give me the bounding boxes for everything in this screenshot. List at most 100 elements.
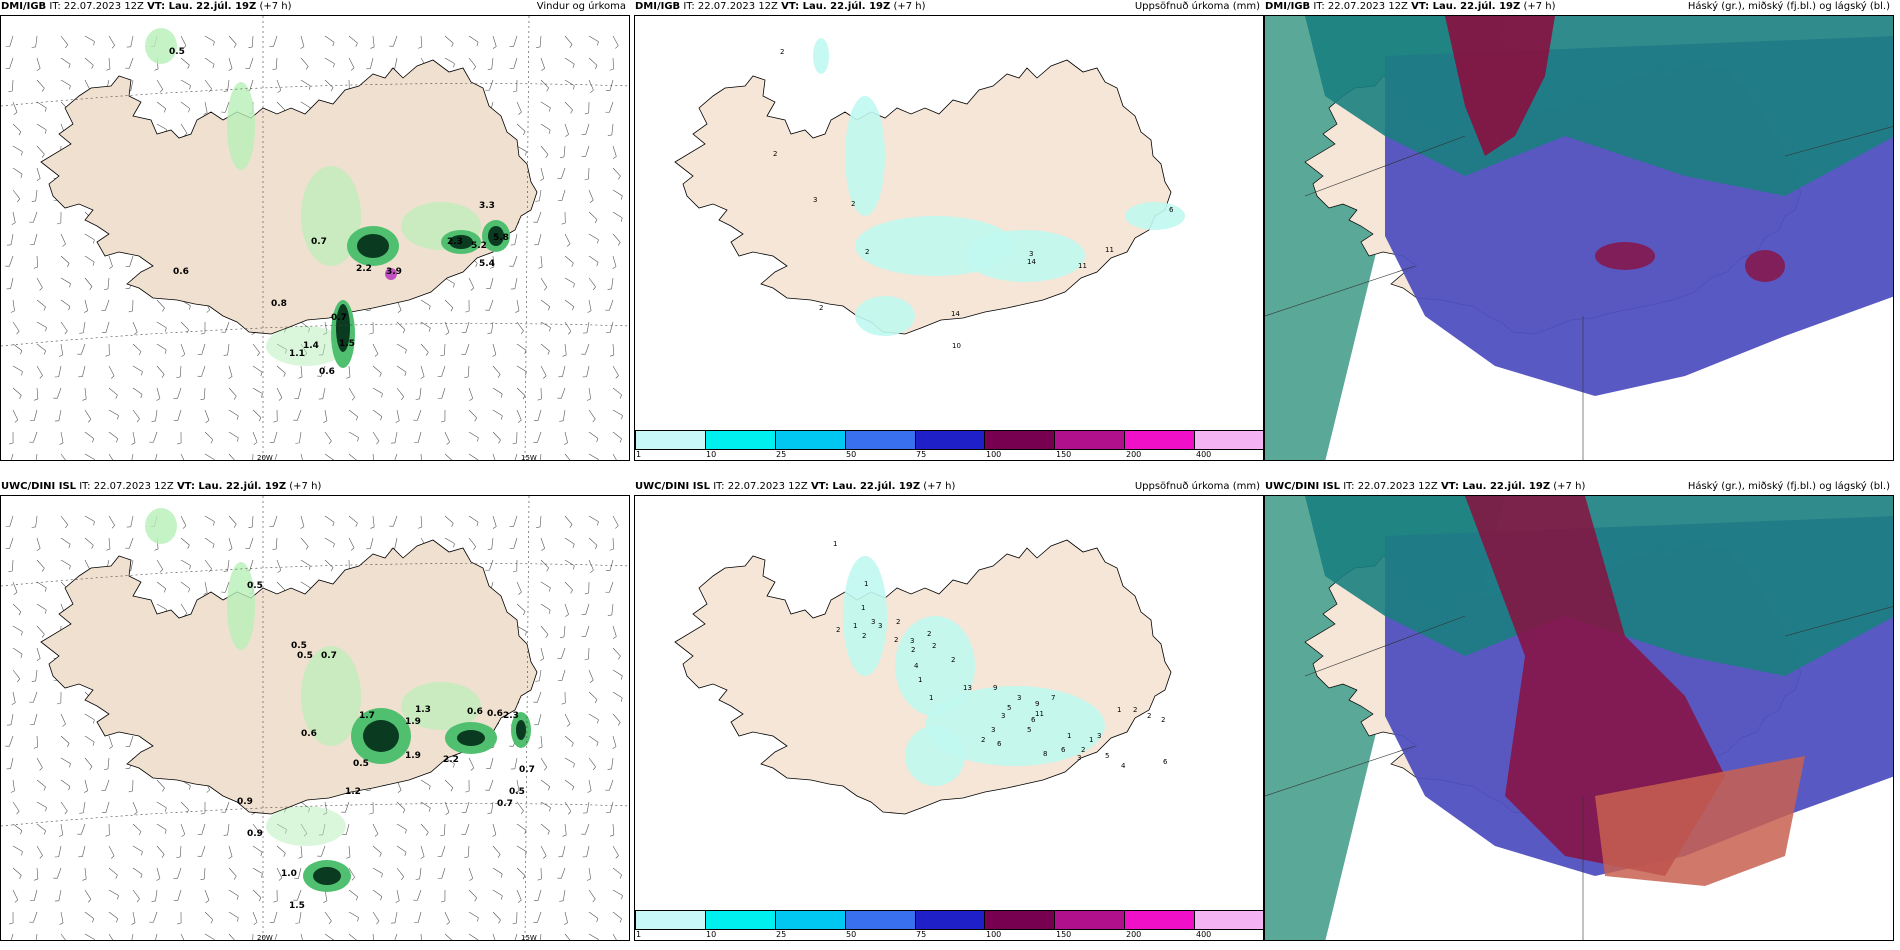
- map-panel-1: DMI/IGB IT: 22.07.2023 12Z VT: Lau. 22.j…: [0, 0, 630, 461]
- map-panel-2: DMI/IGB IT: 22.07.2023 12Z VT: Lau. 22.j…: [634, 0, 1264, 461]
- map-canvas: [1265, 496, 1893, 940]
- colorbar: [635, 910, 1263, 930]
- precip-value-label: 2.2: [443, 755, 459, 765]
- precip-area: [301, 646, 361, 746]
- accum-value-label: 7: [1051, 694, 1055, 702]
- accum-value-label: 2: [865, 248, 869, 256]
- model-name: UWC/DINI ISL: [1265, 481, 1341, 492]
- panel-field-title: Háský (gr.), miðský (fj.bl.) og lágský (…: [1687, 481, 1890, 492]
- colorbar-swatch: [1055, 911, 1126, 929]
- precip-accum-area: [845, 96, 885, 216]
- accum-value-label: 2: [981, 736, 985, 744]
- valid-time: VT: Lau. 22.júl. 19Z: [781, 1, 891, 12]
- accum-value-label: 3: [1077, 754, 1081, 762]
- map-frame: [1264, 15, 1894, 461]
- accum-value-label: 3: [910, 637, 914, 645]
- colorbar-swatch: [705, 911, 776, 929]
- precip-core: [336, 304, 350, 352]
- accum-value-label: 3: [1001, 712, 1005, 720]
- colorbar-label: 400: [1196, 930, 1212, 939]
- accum-value-label: 2: [1081, 746, 1085, 754]
- precip-value-label: 3.9: [386, 267, 402, 277]
- accum-value-label: 3: [878, 622, 882, 630]
- panel-header: UWC/DINI ISL IT: 22.07.2023 12Z VT: Lau.…: [1264, 480, 1894, 496]
- colorbar-label: 100: [986, 930, 1002, 939]
- precip-value-label: 1.9: [405, 717, 421, 727]
- valid-time: VT: Lau. 22.júl. 19Z: [1440, 481, 1551, 492]
- accum-value-label: 2: [1147, 712, 1151, 720]
- accum-value-label: 1: [1117, 706, 1121, 714]
- precip-core: [488, 226, 504, 246]
- colorbar-swatch: [985, 431, 1056, 449]
- panel-field-title: Uppsöfnuð úrkoma (mm): [1134, 481, 1260, 492]
- colorbar-label: 10: [706, 930, 717, 939]
- precip-value-label: 5.4: [479, 259, 495, 269]
- panel-field-title: Uppsöfnuð úrkoma (mm): [1134, 1, 1260, 12]
- colorbar-swatch: [845, 431, 916, 449]
- colorbar-label: 1: [636, 450, 642, 459]
- lead-time: (+7 h): [1553, 481, 1586, 492]
- land-iceland: [674, 59, 1172, 335]
- accum-value-label: 11: [1078, 262, 1087, 270]
- precip-accum-area: [843, 556, 887, 676]
- accum-value-label: 5: [1007, 704, 1011, 712]
- precip-core: [313, 867, 341, 885]
- colorbar: [635, 430, 1263, 450]
- panel-header: DMI/IGB IT: 22.07.2023 12Z VT: Lau. 22.j…: [0, 0, 630, 16]
- init-time: IT: 22.07.2023 12Z: [49, 1, 144, 12]
- colorbar-label: 75: [916, 450, 927, 459]
- accum-value-label: 1: [833, 540, 837, 548]
- precip-core: [363, 720, 399, 752]
- accum-value-label: 2: [951, 656, 955, 664]
- accum-value-label: 1: [1067, 732, 1071, 740]
- map-canvas: [1265, 16, 1893, 460]
- map-frame: 20W 15W 0.5 0.6 0.7 0.8 1.1 1.4 0.6 0.7 1.5 2.2 3.9 5…: [0, 15, 630, 461]
- model-name: UWC/DINI ISL: [635, 481, 711, 492]
- precip-area: [266, 326, 346, 366]
- colorbar-swatch: [915, 431, 986, 449]
- precip-value-label: 0.9: [237, 797, 253, 807]
- accum-value-label: 2: [819, 304, 823, 312]
- precip-value-label: 1.9: [405, 751, 421, 761]
- accum-value-label: 2: [836, 626, 840, 634]
- precip-area: [401, 682, 481, 730]
- precip-value-label: 2.2: [356, 264, 372, 274]
- map-panel-5: UWC/DINI ISL IT: 22.07.2023 12Z VT: Lau.…: [634, 480, 1264, 941]
- accum-value-label: 6: [1163, 758, 1168, 766]
- map-panel-3: DMI/IGB IT: 22.07.2023 12Z VT: Lau. 22.j…: [1264, 0, 1894, 461]
- accum-value-label: 3: [813, 196, 817, 204]
- colorbar-label: 25: [776, 450, 787, 459]
- precip-value-label: 0.7: [519, 765, 535, 775]
- panel-header: UWC/DINI ISL IT: 22.07.2023 12Z VT: Lau.…: [0, 480, 630, 496]
- accum-value-label: 2: [927, 630, 931, 638]
- accum-value-label: 3: [991, 726, 995, 734]
- colorbar-swatch: [1055, 431, 1126, 449]
- colorbar-swatch: [985, 911, 1056, 929]
- colorbar-swatch: [775, 431, 846, 449]
- accum-value-label: 3: [1029, 250, 1033, 258]
- lon-label-15w: 15W: [521, 934, 537, 941]
- accum-value-label: 3: [1017, 694, 1021, 702]
- colorbar-label: 75: [916, 930, 927, 939]
- lon-label-20w: 20W: [257, 934, 273, 941]
- colorbar-label: 50: [846, 450, 857, 459]
- cloud-low-area: [1745, 250, 1785, 282]
- accum-value-label: 1: [918, 676, 922, 684]
- panel-field-title: Vindur og úrkoma: [536, 1, 626, 12]
- panel-header: UWC/DINI ISL IT: 22.07.2023 12Z VT: Lau.…: [634, 480, 1264, 496]
- lead-time: (+7 h): [923, 481, 956, 492]
- precip-core: [449, 235, 473, 249]
- map-frame: [1264, 495, 1894, 941]
- init-time: IT: 22.07.2023 12Z: [713, 481, 808, 492]
- cloud-high-area: [1305, 16, 1893, 196]
- precip-value-label: 0.5: [353, 759, 369, 769]
- precip-value-label: 0.9: [247, 829, 263, 839]
- precip-accum-area: [855, 296, 915, 336]
- colorbar-swatch: [1125, 431, 1196, 449]
- accum-value-label: 2: [862, 632, 866, 640]
- panel-header: DMI/IGB IT: 22.07.2023 12Z VT: Lau. 22.j…: [1264, 0, 1894, 16]
- model-name: DMI/IGB: [1265, 1, 1311, 12]
- colorbar-swatch: [705, 431, 776, 449]
- precip-accum-area: [965, 230, 1085, 282]
- accum-value-label: 2: [896, 618, 900, 626]
